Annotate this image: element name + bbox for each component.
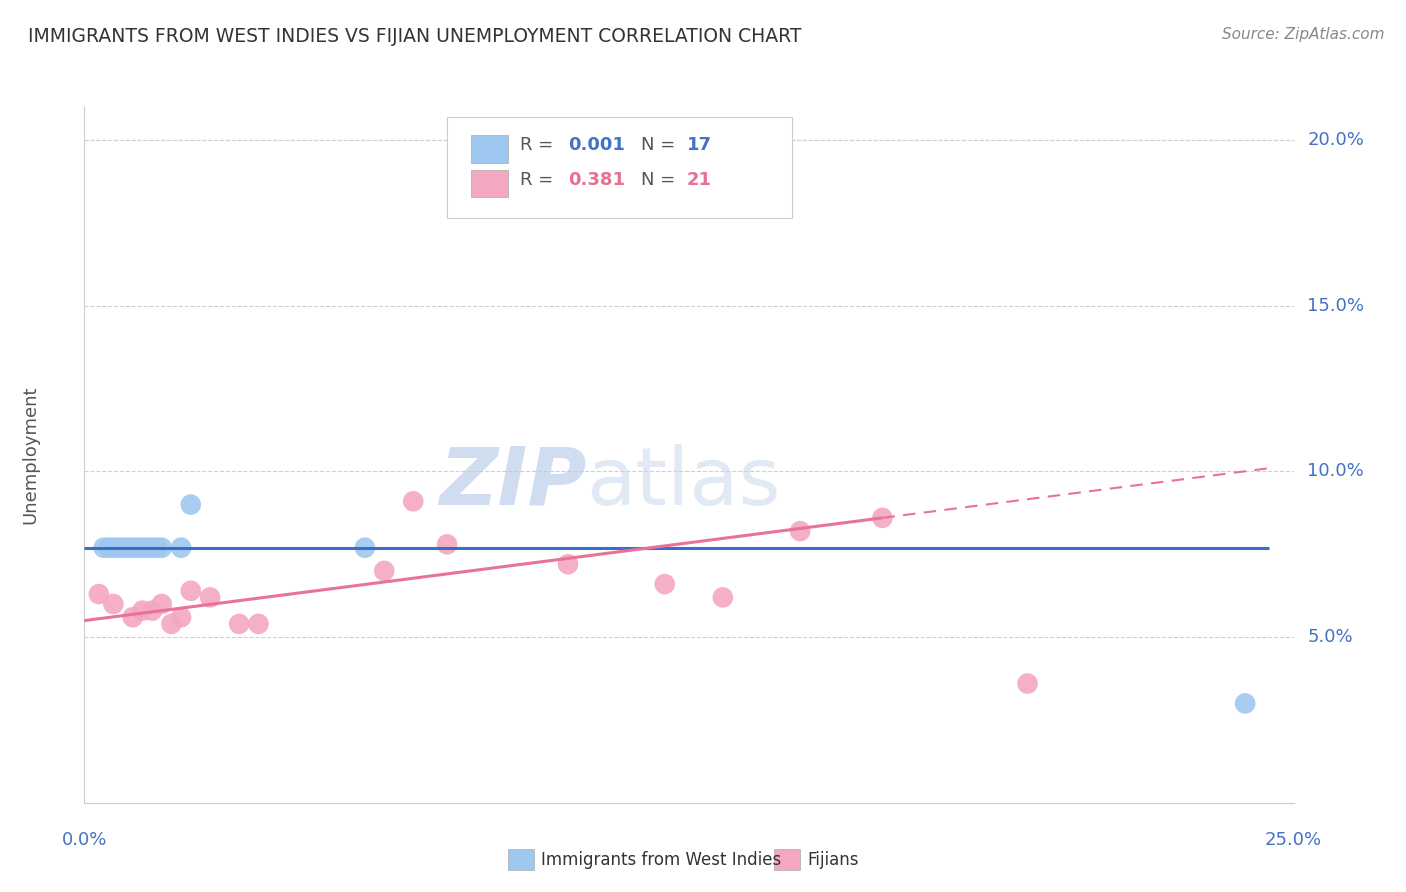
Point (872, 511, 894, 525)
Text: R =: R = (520, 136, 558, 154)
Point (87, 587, 110, 601)
Point (117, 541, 139, 555)
Text: 0.001: 0.001 (568, 136, 624, 154)
FancyBboxPatch shape (471, 135, 508, 162)
Point (112, 541, 135, 555)
Text: IMMIGRANTS FROM WEST INDIES VS FIJIAN UNEMPLOYMENT CORRELATION CHART: IMMIGRANTS FROM WEST INDIES VS FIJIAN UN… (28, 27, 801, 45)
FancyBboxPatch shape (773, 849, 800, 871)
Point (131, 604, 153, 618)
Point (1234, 697, 1257, 711)
Point (97, 541, 120, 555)
Point (436, 537, 458, 551)
Point (150, 541, 173, 555)
Text: atlas: atlas (586, 443, 780, 522)
Point (170, 610, 193, 624)
Point (170, 541, 193, 555)
FancyBboxPatch shape (447, 118, 792, 219)
Point (160, 616, 183, 631)
Point (107, 541, 129, 555)
Point (402, 494, 425, 508)
Text: 0.381: 0.381 (568, 171, 626, 189)
Text: ZIP: ZIP (439, 443, 586, 522)
Point (136, 541, 159, 555)
Point (373, 564, 395, 578)
Point (146, 541, 169, 555)
Point (131, 541, 153, 555)
Point (127, 541, 149, 555)
Point (141, 541, 163, 555)
Point (247, 616, 270, 631)
FancyBboxPatch shape (508, 849, 534, 871)
Point (711, 591, 734, 605)
Point (198, 591, 221, 605)
Text: Unemployment: Unemployment (21, 385, 39, 524)
Point (121, 541, 143, 555)
Point (654, 577, 676, 591)
Text: N =: N = (641, 171, 681, 189)
Text: Fijians: Fijians (807, 851, 859, 869)
Text: 20.0%: 20.0% (1308, 131, 1364, 149)
Text: 10.0%: 10.0% (1308, 462, 1364, 481)
Text: 25.0%: 25.0% (1265, 830, 1322, 848)
Point (150, 597, 173, 611)
Point (121, 610, 143, 624)
Point (103, 597, 125, 611)
Text: 0.0%: 0.0% (62, 830, 107, 848)
Point (228, 616, 250, 631)
FancyBboxPatch shape (471, 169, 508, 197)
Text: 21: 21 (686, 171, 711, 189)
Point (180, 583, 202, 598)
Text: 15.0%: 15.0% (1308, 297, 1364, 315)
Point (557, 558, 579, 572)
Point (93, 541, 115, 555)
Point (1017, 676, 1039, 690)
Text: N =: N = (641, 136, 681, 154)
Point (789, 524, 811, 538)
Text: R =: R = (520, 171, 558, 189)
Text: Source: ZipAtlas.com: Source: ZipAtlas.com (1222, 27, 1385, 42)
Text: 17: 17 (686, 136, 711, 154)
Point (180, 498, 202, 512)
Point (354, 541, 377, 555)
Text: 5.0%: 5.0% (1308, 628, 1353, 646)
Text: Immigrants from West Indies: Immigrants from West Indies (541, 851, 782, 869)
Point (103, 541, 125, 555)
Point (141, 604, 163, 618)
